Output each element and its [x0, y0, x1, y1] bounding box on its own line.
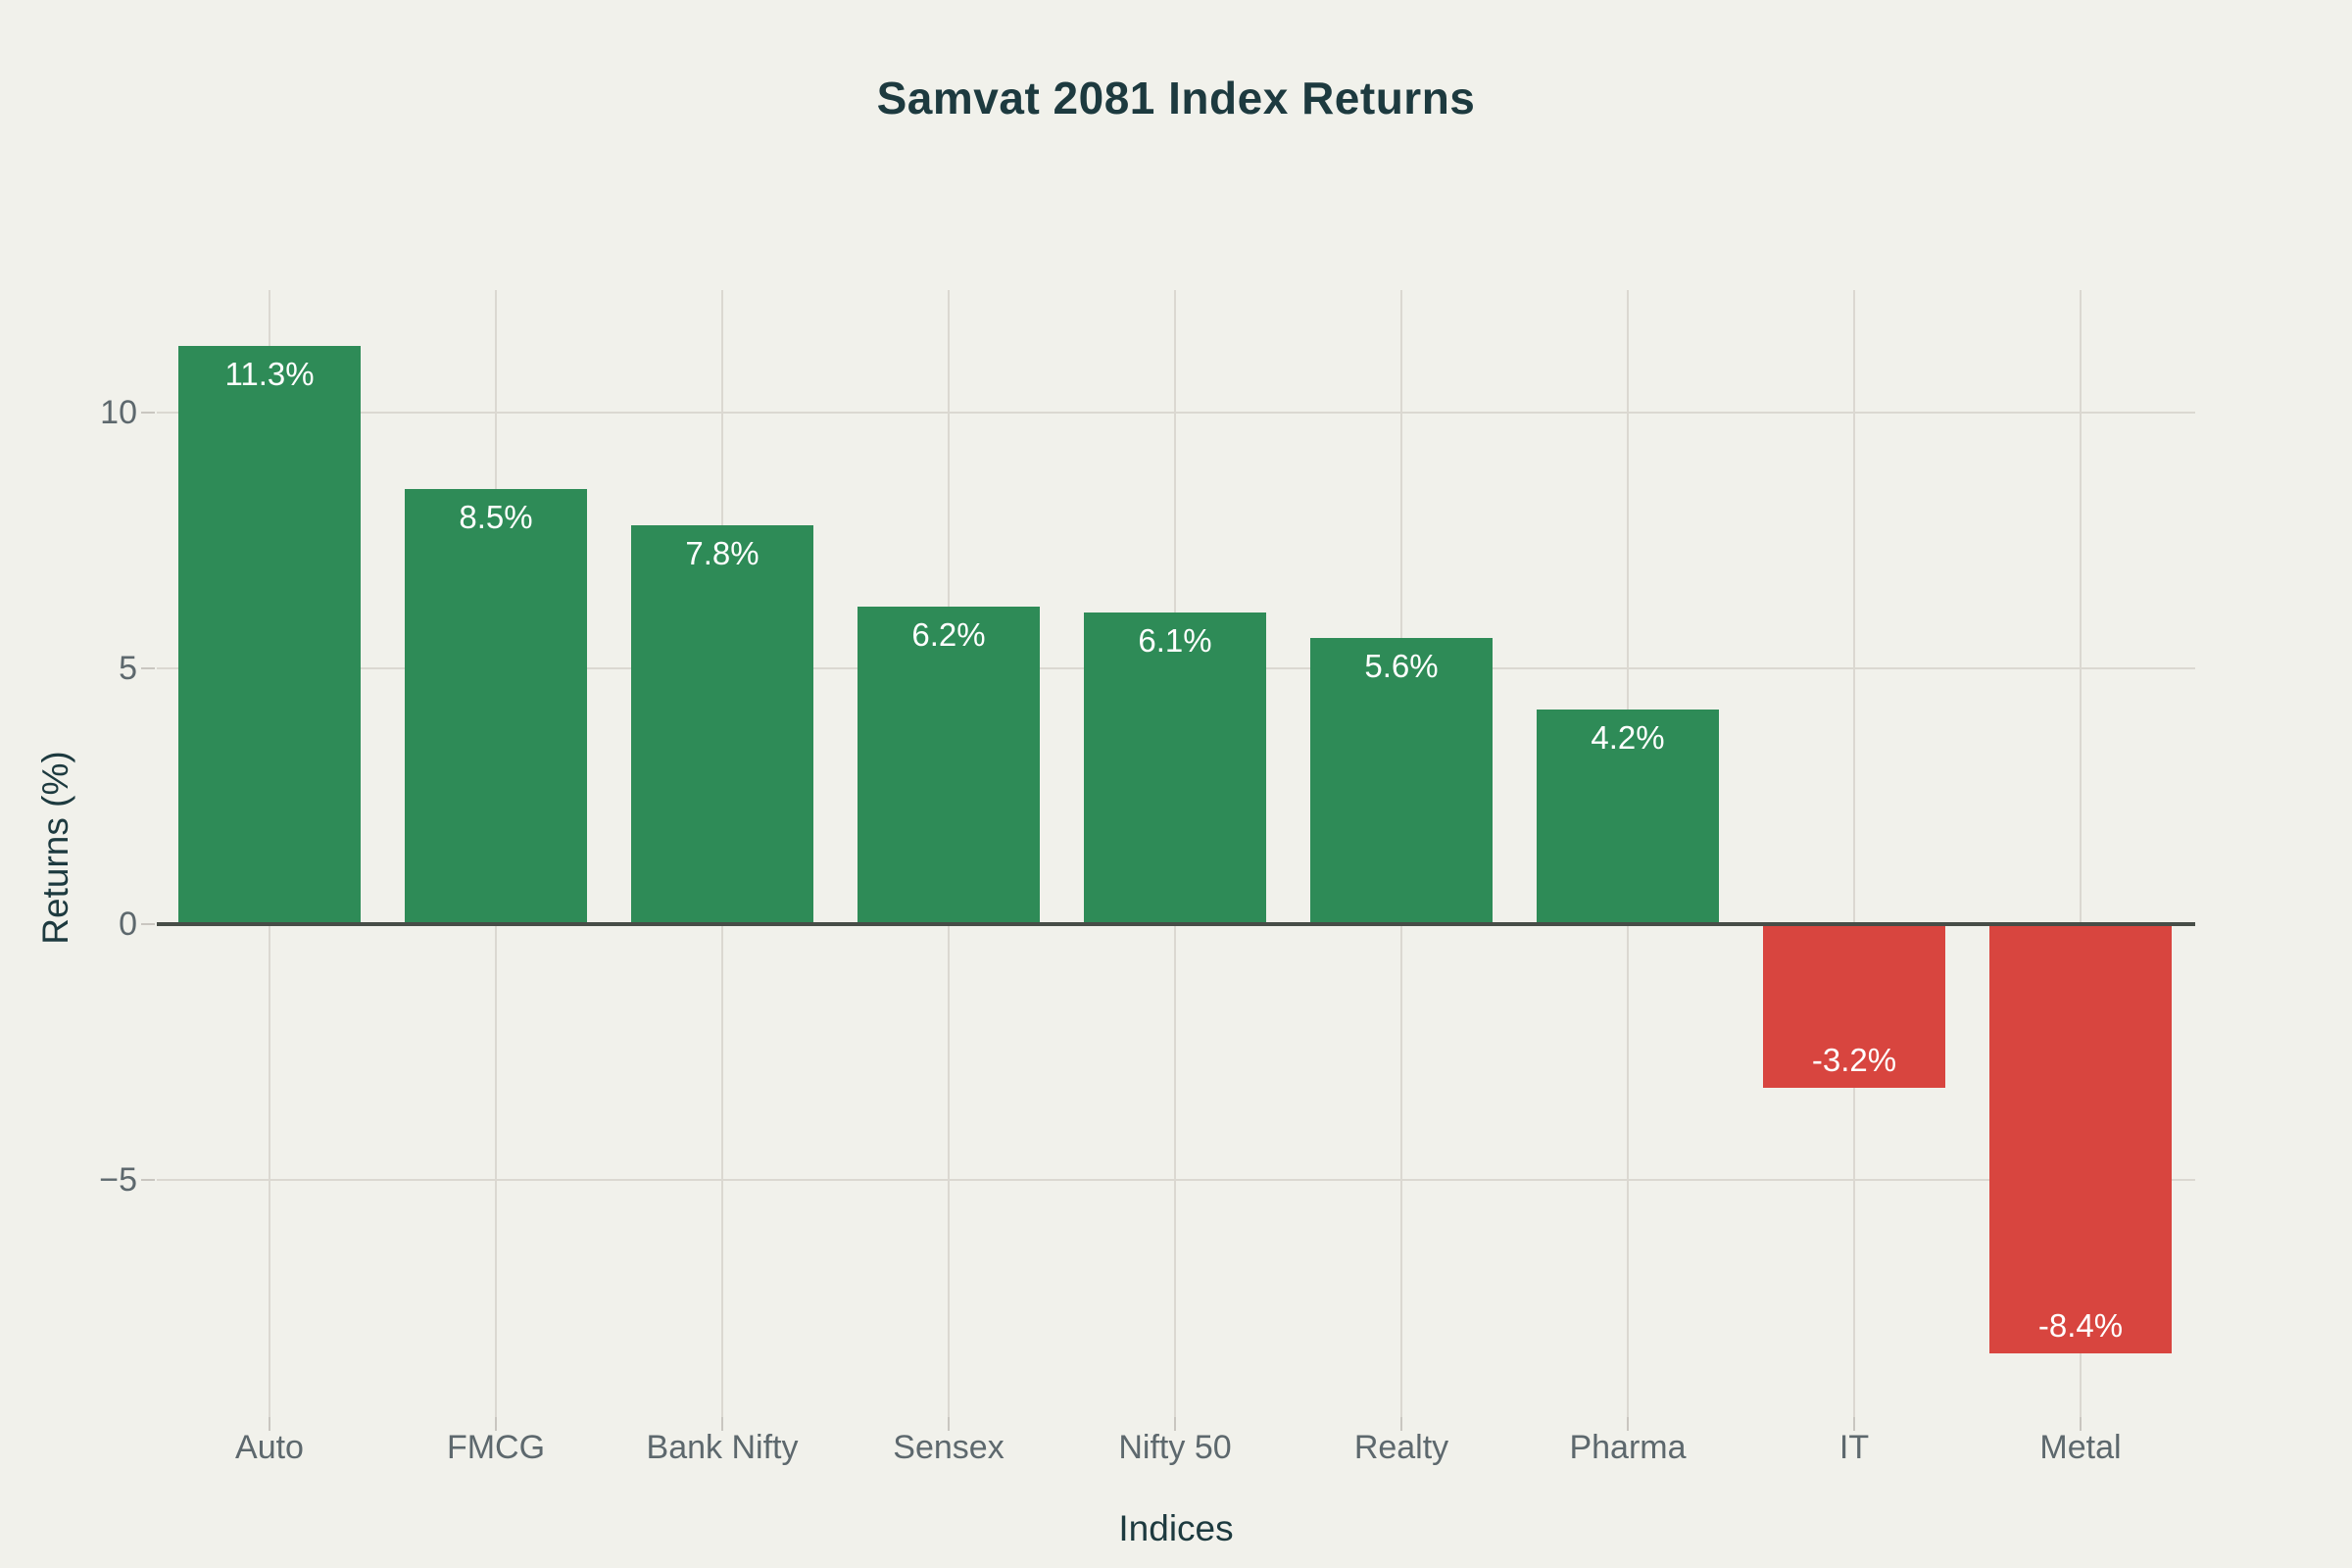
y-tick-mark: [141, 412, 155, 414]
y-tick-label: 0: [119, 906, 137, 943]
x-tick-label: Auto: [235, 1429, 304, 1466]
y-tick-mark: [141, 1179, 155, 1181]
bar-metal[interactable]: -8.4%: [1989, 924, 2172, 1354]
x-axis-title: Indices: [1118, 1508, 1234, 1548]
y-tick-label: −5: [99, 1161, 137, 1199]
h-gridline: [157, 412, 2195, 414]
x-tick-mark: [721, 1417, 723, 1431]
x-tick-label: Bank Nifty: [646, 1429, 799, 1466]
bar-pharma[interactable]: 4.2%: [1537, 709, 1719, 924]
bar-value-label: 7.8%: [685, 534, 760, 571]
x-tick-label: Nifty 50: [1118, 1429, 1232, 1466]
y-tick-mark: [141, 923, 155, 925]
x-tick-label: Metal: [2039, 1429, 2122, 1466]
bar-it[interactable]: -3.2%: [1763, 924, 1945, 1089]
bar-value-label: 6.1%: [1138, 621, 1212, 659]
x-tick-mark: [269, 1417, 270, 1431]
bar-value-label: 4.2%: [1591, 718, 1665, 756]
x-tick-mark: [948, 1417, 950, 1431]
bar-sensex[interactable]: 6.2%: [858, 607, 1040, 924]
bar-auto[interactable]: 11.3%: [178, 346, 361, 924]
x-tick-mark: [1400, 1417, 1402, 1431]
bar-realty[interactable]: 5.6%: [1310, 637, 1493, 924]
x-tick-label: Sensex: [893, 1429, 1004, 1466]
bar-value-label: -3.2%: [1811, 1042, 1897, 1079]
x-tick-label: Realty: [1353, 1429, 1449, 1466]
v-gridline: [1853, 290, 1855, 1417]
y-tick-label: 5: [119, 650, 137, 687]
x-tick-mark: [1853, 1417, 1855, 1431]
bar-value-label: -8.4%: [2037, 1307, 2124, 1345]
bar-bank-nifty[interactable]: 7.8%: [631, 524, 813, 924]
zero-line: [157, 922, 2195, 926]
bar-value-label: 8.5%: [459, 499, 533, 536]
bar-value-label: 11.3%: [224, 356, 315, 393]
y-tick-mark: [141, 667, 155, 669]
v-gridline: [2080, 290, 2082, 1417]
bar-value-label: 5.6%: [1364, 647, 1439, 684]
x-tick-label: Pharma: [1569, 1429, 1687, 1466]
x-tick-mark: [1174, 1417, 1176, 1431]
x-tick-mark: [2080, 1417, 2082, 1431]
bar-nifty-50[interactable]: 6.1%: [1084, 612, 1266, 924]
y-tick-label: 10: [100, 394, 137, 431]
x-tick-mark: [495, 1417, 497, 1431]
bar-value-label: 6.2%: [911, 616, 986, 654]
x-tick-mark: [1627, 1417, 1629, 1431]
x-tick-label: FMCG: [446, 1429, 546, 1466]
chart-title: Samvat 2081 Index Returns: [876, 73, 1476, 123]
bar-fmcg[interactable]: 8.5%: [405, 489, 587, 924]
x-tick-label: IT: [1838, 1429, 1870, 1466]
h-gridline: [157, 1179, 2195, 1181]
